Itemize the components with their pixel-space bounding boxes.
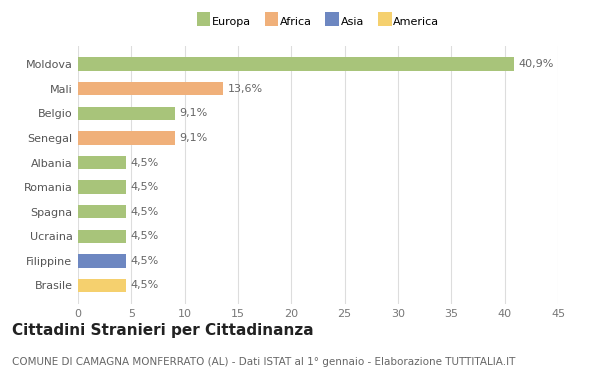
Bar [78,156,126,169]
Text: 4,5%: 4,5% [130,280,158,290]
Bar [78,180,126,194]
Bar [78,131,175,145]
Bar [78,254,126,268]
Text: 13,6%: 13,6% [227,84,262,94]
Text: 4,5%: 4,5% [130,182,158,192]
Text: 4,5%: 4,5% [130,231,158,241]
Text: 4,5%: 4,5% [130,256,158,266]
Bar [78,279,126,292]
Text: 9,1%: 9,1% [179,133,208,143]
Bar [78,205,126,218]
Text: 4,5%: 4,5% [130,157,158,168]
Bar [78,57,514,71]
Bar [78,230,126,243]
Text: Cittadini Stranieri per Cittadinanza: Cittadini Stranieri per Cittadinanza [12,323,314,338]
Bar [78,82,223,95]
Text: COMUNE DI CAMAGNA MONFERRATO (AL) - Dati ISTAT al 1° gennaio - Elaborazione TUTT: COMUNE DI CAMAGNA MONFERRATO (AL) - Dati… [12,357,515,367]
Text: 4,5%: 4,5% [130,207,158,217]
Text: 40,9%: 40,9% [518,59,554,69]
Text: 9,1%: 9,1% [179,108,208,118]
Bar [78,106,175,120]
Legend: Europa, Africa, Asia, America: Europa, Africa, Asia, America [194,15,442,30]
